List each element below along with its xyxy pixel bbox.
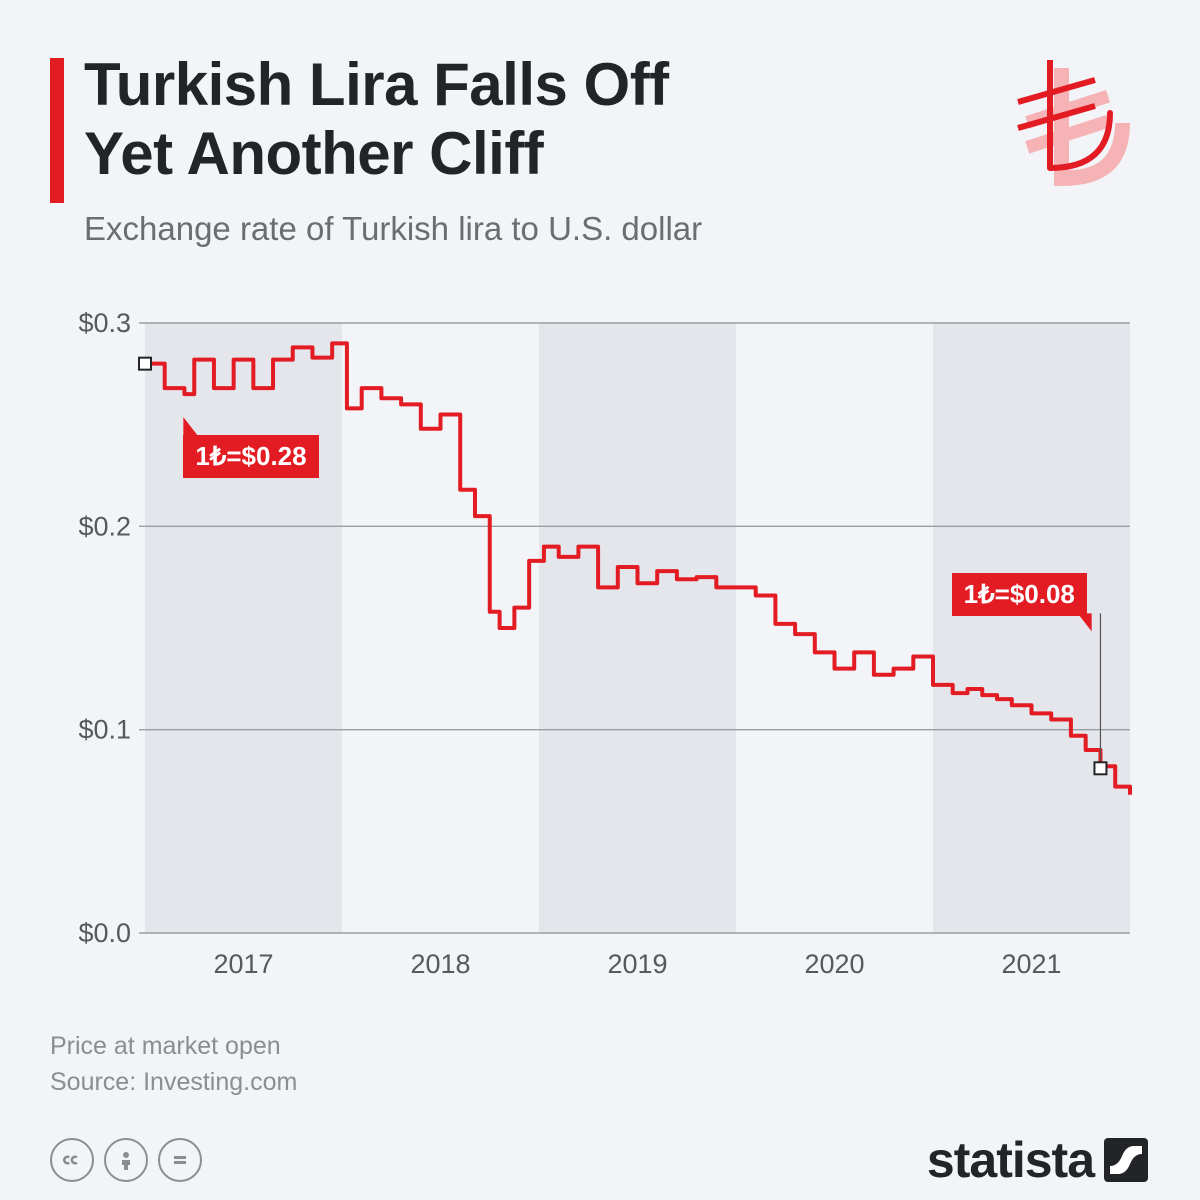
svg-text:$0.3: $0.3 xyxy=(78,308,131,338)
value-callout: 1₺=$0.08 xyxy=(952,573,1087,616)
cc-icon xyxy=(50,1138,94,1182)
nd-icon xyxy=(158,1138,202,1182)
title-line2: Yet Another Cliff xyxy=(84,120,543,187)
header: Turkish Lira Falls OffYet Another Cliff … xyxy=(50,50,1150,248)
footer: Price at market open Source: Investing.c… xyxy=(50,1028,1150,1189)
statista-logo: statista xyxy=(927,1131,1150,1189)
value-callout: 1₺=$0.28 xyxy=(183,435,318,478)
chart-subtitle: Exchange rate of Turkish lira to U.S. do… xyxy=(84,210,1150,248)
logo-text: statista xyxy=(927,1131,1094,1189)
chart-title: Turkish Lira Falls OffYet Another Cliff xyxy=(84,50,1150,188)
svg-text:$0.0: $0.0 xyxy=(78,918,131,948)
svg-text:2019: 2019 xyxy=(607,949,667,979)
by-icon xyxy=(104,1138,148,1182)
svg-text:$0.2: $0.2 xyxy=(78,511,131,541)
bottom-row: statista xyxy=(50,1131,1150,1189)
chart-svg: $0.0 $0.1 $0.2 $0.3 2017 2018 2019 2020 2021 xyxy=(50,303,1150,993)
svg-text:2020: 2020 xyxy=(804,949,864,979)
statista-mark-icon xyxy=(1102,1136,1150,1184)
footnote-line2: Source: Investing.com xyxy=(50,1064,1150,1100)
accent-bar xyxy=(50,58,64,203)
exchange-rate-chart: $0.0 $0.1 $0.2 $0.3 2017 2018 2019 2020 2021 1₺=… xyxy=(50,303,1150,993)
svg-text:2021: 2021 xyxy=(1001,949,1061,979)
footnote-line1: Price at market open xyxy=(50,1028,1150,1064)
license-icons xyxy=(50,1138,202,1182)
svg-text:$0.1: $0.1 xyxy=(78,715,131,745)
title-line1: Turkish Lira Falls Off xyxy=(84,51,669,118)
lira-currency-icon xyxy=(1000,58,1140,208)
svg-text:2017: 2017 xyxy=(213,949,273,979)
svg-text:2018: 2018 xyxy=(410,949,470,979)
